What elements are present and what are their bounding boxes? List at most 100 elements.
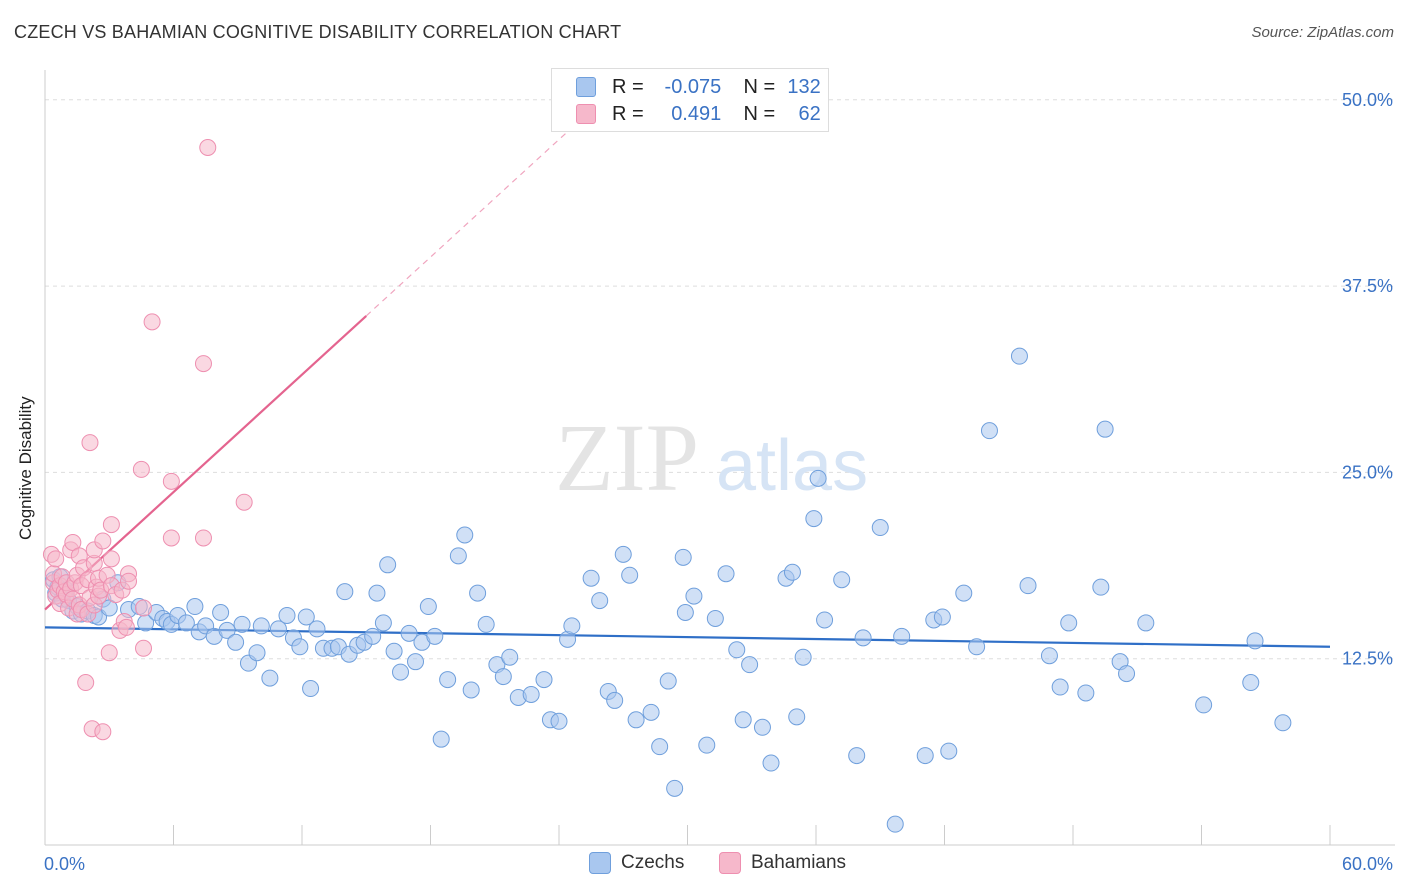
- x-tick-label: 0.0%: [44, 854, 85, 874]
- czech-point: [1118, 665, 1136, 683]
- czech-point: [419, 598, 437, 616]
- czech-point: [501, 648, 519, 666]
- czech-points: [45, 347, 1292, 833]
- bahamian-point: [199, 139, 217, 156]
- czech-point: [606, 691, 624, 709]
- czech-point: [659, 672, 677, 690]
- czech-point: [698, 736, 716, 754]
- czech-point: [494, 668, 512, 686]
- czech-point: [336, 583, 354, 601]
- czech-point: [676, 604, 694, 621]
- bahamian-legend-swatch: [719, 852, 741, 874]
- czech-point: [462, 681, 480, 699]
- czech-n-value: 132: [787, 75, 821, 98]
- czech-point: [1096, 420, 1114, 438]
- bahamian-point: [117, 618, 135, 636]
- czech-point: [477, 615, 495, 633]
- czech-point: [1051, 678, 1069, 696]
- czech-point: [291, 638, 309, 656]
- czech-legend-label: Czechs: [621, 852, 685, 873]
- czech-point: [816, 611, 834, 629]
- czech-point: [1040, 647, 1058, 665]
- bahamian-point: [162, 529, 180, 547]
- bottom-legend-czech: Czechs: [589, 852, 684, 874]
- czech-point: [666, 779, 684, 797]
- czech-point: [1077, 684, 1095, 702]
- czech-point: [392, 663, 410, 681]
- czech-point: [886, 815, 904, 833]
- axes: [44, 70, 1395, 846]
- y-tick-label: 25.0%: [1342, 462, 1393, 482]
- czech-r-value: -0.075: [664, 75, 722, 98]
- czech-point: [278, 606, 296, 624]
- czech-point: [762, 754, 780, 772]
- czech-point: [955, 584, 973, 602]
- czech-n-label: N =: [743, 75, 776, 98]
- czech-point: [252, 617, 270, 635]
- czech-point: [364, 627, 382, 645]
- czech-point: [449, 547, 467, 565]
- czech-point: [685, 587, 703, 605]
- bahamian-point: [162, 472, 180, 490]
- czech-point: [809, 469, 827, 487]
- czech-point: [1246, 632, 1264, 650]
- czech-point: [302, 680, 320, 698]
- czech-point: [522, 685, 540, 703]
- czech-point: [1137, 614, 1155, 632]
- czech-point: [1060, 614, 1078, 632]
- czech-point: [400, 624, 418, 642]
- bahamian-r-label: R =: [612, 102, 644, 125]
- czech-point: [734, 711, 752, 729]
- x-tick-label: 60.0%: [1342, 854, 1393, 874]
- bahamian-r-value: 0.491: [671, 102, 722, 125]
- watermark-zip: ZIP: [555, 404, 699, 511]
- czech-point: [627, 711, 645, 729]
- y-tick-label: 50.0%: [1342, 90, 1393, 110]
- bahamian-trend-extension: [365, 99, 603, 317]
- czech-point: [233, 615, 251, 633]
- czech-swatch: [576, 77, 596, 97]
- czech-legend-swatch: [589, 852, 611, 874]
- czech-point: [212, 604, 230, 621]
- czech-point: [717, 565, 735, 583]
- bahamian-point: [47, 550, 65, 568]
- czech-point: [854, 629, 872, 647]
- czech-point: [674, 548, 692, 566]
- czech-point: [297, 608, 315, 626]
- czech-point: [805, 510, 823, 528]
- czech-point: [186, 598, 204, 616]
- czech-point: [407, 653, 425, 671]
- watermark: ZIP atlas: [555, 404, 868, 511]
- bahamian-n-value: 62: [798, 102, 821, 125]
- czech-point: [980, 422, 998, 440]
- legend-row-bahamian: R = 0.491 N = 62: [576, 102, 821, 126]
- czech-point: [916, 747, 934, 765]
- bahamian-point: [143, 313, 161, 331]
- czech-point: [1010, 347, 1028, 365]
- czech-point: [1195, 696, 1213, 714]
- czech-point: [426, 627, 444, 645]
- y-tick-label: 37.5%: [1342, 276, 1393, 296]
- czech-point: [248, 644, 266, 662]
- bahamian-point: [102, 516, 120, 534]
- bahamian-point: [235, 493, 253, 511]
- czech-point: [177, 614, 195, 632]
- czech-point: [621, 566, 639, 584]
- bahamian-point: [94, 532, 112, 550]
- czech-point: [227, 633, 245, 651]
- czech-point: [642, 703, 660, 721]
- bahamian-point: [194, 529, 212, 547]
- czech-point: [614, 545, 632, 563]
- bahamian-point: [132, 460, 150, 478]
- czech-point: [783, 563, 801, 581]
- legend-row-czech: R = -0.075 N = 132: [576, 75, 821, 99]
- czech-point: [379, 556, 397, 574]
- czech-point: [368, 584, 386, 602]
- czech-point: [871, 519, 889, 537]
- bahamian-points: [42, 139, 253, 741]
- bahamian-point: [120, 572, 138, 590]
- czech-point: [550, 712, 568, 730]
- y-tick-label: 12.5%: [1342, 649, 1393, 669]
- bahamian-n-label: N =: [743, 102, 776, 125]
- czech-point: [469, 584, 487, 602]
